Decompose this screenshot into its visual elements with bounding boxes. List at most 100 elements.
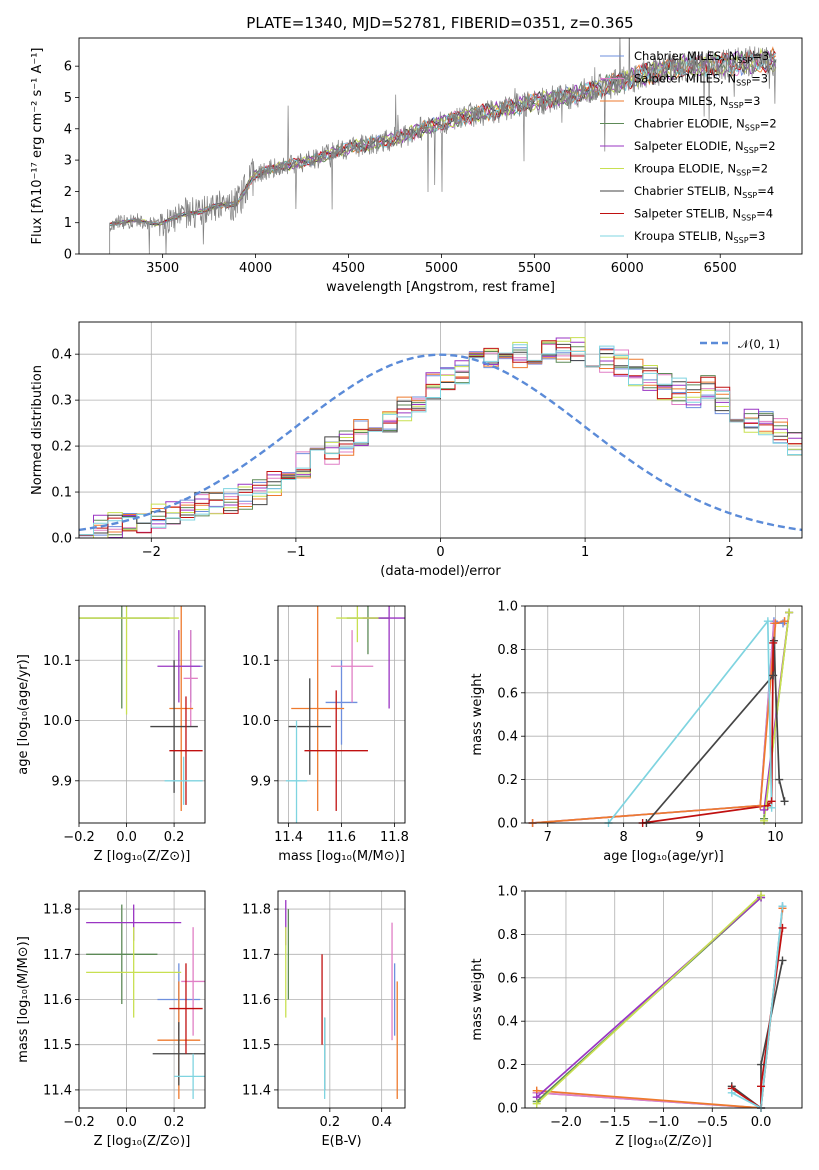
y-axis-label: mass weight bbox=[470, 673, 485, 755]
x-tick-label: −2.0 bbox=[550, 1115, 582, 1130]
plus-marker bbox=[757, 891, 766, 900]
legend-count: =3 bbox=[749, 229, 766, 243]
y-tick-label: 6 bbox=[64, 60, 72, 75]
y-tick-label: 0.2 bbox=[497, 1058, 518, 1073]
legend-count: =2 bbox=[751, 162, 768, 176]
histogram-step bbox=[79, 344, 802, 538]
legend-count: =3 bbox=[744, 94, 761, 108]
y-tick-label: 10.0 bbox=[242, 714, 271, 729]
axes-frame bbox=[277, 605, 406, 824]
plus-marker bbox=[785, 608, 794, 617]
weight-line bbox=[536, 894, 762, 1105]
plus-marker bbox=[778, 902, 787, 911]
x-tick-label: 6000 bbox=[611, 261, 644, 276]
chart-z_vs_mass: −0.2 0.0 0.2 11.4 11.5 11.6 11.7 11.8 Z [log₁₀(Z… bbox=[16, 890, 206, 1149]
y-tick-label: 4 bbox=[64, 122, 72, 137]
x-tick-label: 0.2 bbox=[319, 1115, 340, 1130]
ticks: −0.2 0.0 0.2 9.9 10.0 10.1 bbox=[43, 654, 184, 845]
x-tick-label: 7 bbox=[544, 830, 552, 845]
legend-subscript: SSP bbox=[729, 101, 744, 110]
y-tick-label: 0.8 bbox=[497, 928, 518, 943]
weight-line bbox=[536, 908, 784, 1108]
legend-text: Kroupa ELODIE, N bbox=[634, 162, 736, 176]
x-tick-label: 4000 bbox=[239, 261, 272, 276]
plus-marker bbox=[769, 671, 778, 680]
legend-count: =3 bbox=[752, 49, 769, 63]
y-tick-label: 0.4 bbox=[51, 348, 72, 363]
axes-frame bbox=[78, 321, 803, 539]
legend-entry-label: Chabrier ELODIE, NSSP=2 bbox=[634, 117, 777, 133]
gaussian-curve bbox=[79, 353, 802, 532]
y-tick-label: 0.0 bbox=[497, 1102, 518, 1117]
legend-subscript: SSP bbox=[745, 124, 760, 133]
axes-frame bbox=[524, 890, 803, 1109]
y-axis-label: mass weight bbox=[470, 958, 485, 1040]
legend-text: Chabrier MILES, N bbox=[634, 49, 737, 63]
chart-mass_vs_age: 11.4 11.6 11.8 9.9 10.0 10.1 mass [log₁₀(M/M⊙)… bbox=[242, 605, 409, 864]
legend-text: Salpeter MILES, N bbox=[634, 72, 736, 86]
legend-subscript: SSP bbox=[736, 79, 751, 88]
figure-title: PLATE=1340, MJD=52781, FIBERID=0351, z=0… bbox=[246, 14, 633, 32]
y-tick-label: 0.3 bbox=[51, 394, 72, 409]
plus-marker bbox=[757, 1082, 766, 1091]
weight-line bbox=[645, 640, 786, 823]
x-tick-label: 2 bbox=[726, 545, 734, 560]
y-tick-label: 11.4 bbox=[43, 1083, 72, 1098]
axes-frame bbox=[277, 890, 406, 1109]
x-tick-label: 4500 bbox=[332, 261, 365, 276]
x-axis-label: Z [log₁₀(Z/Z⊙)] bbox=[94, 1134, 191, 1149]
chart-ebv_vs_mass: 0.2 0.4 11.4 11.5 11.6 11.7 11.8 E(B-V) bbox=[242, 890, 406, 1149]
plot-area bbox=[79, 337, 802, 538]
x-tick-label: 9 bbox=[695, 830, 703, 845]
chart-residuals: −2 −1 0 1 2 0.0 0.1 0.2 0.3 0.4 (data-model)/error… bbox=[30, 321, 803, 579]
plot-area bbox=[532, 612, 790, 823]
x-tick-label: −1.5 bbox=[599, 1115, 631, 1130]
weight-line bbox=[607, 618, 773, 823]
x-tick-label: 0.2 bbox=[164, 1115, 185, 1130]
residuals-legend: 𝒩(0, 1) bbox=[700, 337, 780, 351]
ticks: 11.4 11.6 11.8 9.9 10.0 10.1 bbox=[242, 654, 409, 845]
x-tick-label: 5500 bbox=[518, 261, 551, 276]
y-tick-label: 10.1 bbox=[43, 654, 72, 669]
weight-line bbox=[731, 906, 784, 1108]
ticks: 7 8 9 10 0.0 0.2 0.4 0.6 0.8 1.0 bbox=[497, 600, 783, 846]
legend-count: =4 bbox=[756, 207, 773, 221]
y-tick-label: 0.4 bbox=[497, 1015, 518, 1030]
y-axis-label: Normed distribution bbox=[30, 365, 45, 495]
x-tick-label: 8 bbox=[620, 830, 628, 845]
plus-marker bbox=[780, 797, 789, 806]
plus-marker bbox=[756, 801, 765, 810]
x-tick-label: −1.0 bbox=[648, 1115, 680, 1130]
y-tick-label: 11.5 bbox=[43, 1038, 72, 1053]
weight-line bbox=[532, 620, 784, 823]
legend-entry-label: Salpeter STELIB, NSSP=4 bbox=[634, 207, 773, 223]
x-axis-label: E(B-V) bbox=[321, 1134, 361, 1149]
y-tick-label: 1.0 bbox=[497, 885, 518, 900]
x-tick-label: 0.4 bbox=[371, 1115, 392, 1130]
legend-text: Kroupa MILES, N bbox=[634, 94, 729, 108]
x-tick-label: 0.0 bbox=[116, 1115, 137, 1130]
weight-line bbox=[536, 906, 784, 1108]
y-tick-label: 1.0 bbox=[497, 600, 518, 615]
x-axis-label: Z [log₁₀(Z/Z⊙)] bbox=[615, 1134, 712, 1149]
chart-spectrum: 3500 4000 4500 5000 5500 6000 6500 0 1 2 3 4 5 6 wavel… bbox=[30, 37, 803, 295]
legend-entry-label: Salpeter ELODIE, NSSP=2 bbox=[634, 139, 776, 155]
y-tick-label: 1 bbox=[64, 216, 72, 231]
y-tick-label: 11.6 bbox=[242, 993, 271, 1008]
chart-z_vs_age: −0.2 0.0 0.2 9.9 10.0 10.1 Z [log₁₀(Z/Z⊙)] age … bbox=[16, 605, 206, 864]
y-tick-label: 5 bbox=[64, 91, 72, 106]
ticks: 3500 4000 4500 5000 5500 6000 6500 0 1 2 3 4 5 6 bbox=[64, 60, 737, 276]
plus-marker bbox=[757, 1060, 766, 1069]
axes-frame bbox=[78, 37, 803, 255]
y-tick-label: 0.8 bbox=[497, 643, 518, 658]
legend-entry-label: Chabrier STELIB, NSSP=4 bbox=[634, 184, 774, 200]
y-tick-label: 9.9 bbox=[51, 774, 72, 789]
x-axis-label: Z [log₁₀(Z/Z⊙)] bbox=[94, 849, 191, 864]
axes-frame bbox=[78, 890, 206, 1109]
x-tick-label: 5000 bbox=[425, 261, 458, 276]
y-tick-label: 0.1 bbox=[51, 486, 72, 501]
chart-z_vs_weight: −2.0 −1.5 −1.0 −0.5 0.0 0.0 0.2 0.4 0.6 0.8 1.0 Z [… bbox=[470, 885, 803, 1149]
legend-text: Kroupa STELIB, N bbox=[634, 229, 734, 243]
x-tick-label: 11.4 bbox=[274, 830, 303, 845]
plus-marker bbox=[532, 1099, 541, 1108]
